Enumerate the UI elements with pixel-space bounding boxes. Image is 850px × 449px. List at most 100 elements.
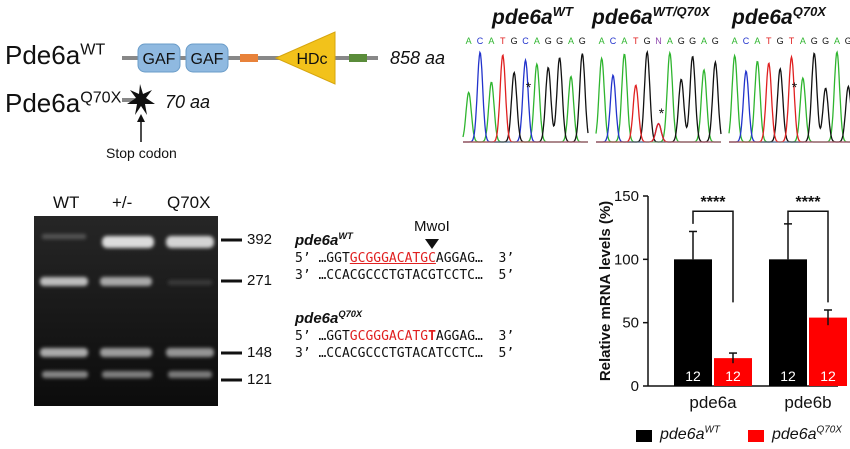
y-tick-label: 150 xyxy=(614,188,639,205)
seq-wt-top-suffix: AGGAG… 3’ xyxy=(435,251,515,266)
seq-title-wt-sup: WT xyxy=(338,231,353,241)
legend-label-wt-base: pde6a xyxy=(660,426,705,443)
base-call: G xyxy=(678,36,685,46)
chromat-title-mut-sup: Q70X xyxy=(792,4,826,19)
gel-band xyxy=(102,236,154,248)
wt-protein-label: Pde6aWT xyxy=(5,40,105,71)
seq-mut-base: T xyxy=(428,329,436,344)
lane-label-wt: WT xyxy=(53,193,80,212)
seq-title-mut-sup: Q70X xyxy=(338,309,363,319)
mutation-asterisk: * xyxy=(659,105,665,121)
seq-mut-top: 5’ …GGTGCGGGACATGTAGGAG… 3’ xyxy=(295,329,514,344)
mut-protein-label: Pde6aQ70X xyxy=(5,88,121,119)
mut-protein-sup: Q70X xyxy=(80,88,122,107)
mutation-asterisk: * xyxy=(526,79,532,95)
gaf-label-1: GAF xyxy=(143,51,176,68)
base-call: T xyxy=(789,36,795,46)
base-call: G xyxy=(845,36,850,46)
x-category-label: pde6b xyxy=(784,393,831,412)
gel-band xyxy=(102,371,152,378)
seq-wt-bottom: 3’ …CCACGCCCTGTACGTCCTC… 5’ xyxy=(295,268,515,283)
marker-label-148: 148 xyxy=(247,344,273,361)
seq-wt-site: GCGGGACATGC xyxy=(349,251,436,266)
base-call: A xyxy=(834,36,840,46)
legend-label-mut-base: pde6a xyxy=(772,426,817,443)
seq-mut-bottom: 3’ …CCACGCCCTGTACATCCTC… 5’ xyxy=(295,346,515,361)
lane-label-mut: Q70X xyxy=(167,193,211,212)
chromat-title-mut: pde6aQ70X xyxy=(732,4,826,30)
marker-label-392: 392 xyxy=(247,231,273,248)
chromat-title-het-base: pde6a xyxy=(592,6,653,29)
base-call: A xyxy=(732,36,738,46)
trace-A xyxy=(595,50,721,143)
legend-label-mut-sup: Q70X xyxy=(816,424,842,436)
legend-label-wt: pde6aWT xyxy=(660,424,720,444)
y-tick-label: 0 xyxy=(631,378,639,395)
base-call: A xyxy=(568,36,574,46)
base-call: C xyxy=(477,36,484,46)
y-axis-label: Relative mRNA levels (%) xyxy=(597,201,614,381)
mut-length: 70 aa xyxy=(165,92,211,112)
base-call: G xyxy=(777,36,784,46)
seq-mut-top-suffix: AGGAG… 3’ xyxy=(435,329,515,344)
orange-box xyxy=(240,54,258,62)
mutation-asterisk: * xyxy=(792,79,798,95)
legend-label-mut: pde6aQ70X xyxy=(772,424,842,444)
seq-wt-top: 5’ …GGTGCGGGACATGCAGGAG… 3’ xyxy=(295,251,514,266)
stop-burst-icon xyxy=(127,84,155,115)
mut-protein-name: Pde6a xyxy=(5,88,81,118)
gel-band xyxy=(168,371,212,378)
base-call: G xyxy=(545,36,552,46)
base-call: G xyxy=(579,36,586,46)
lane-label-het: +/- xyxy=(112,193,133,212)
gaf-domain-1 xyxy=(137,43,181,73)
chromat-title-het: pde6aWT/Q70X xyxy=(592,5,710,30)
marker-label-121: 121 xyxy=(247,371,273,388)
chromat-title-wt: pde6aWT xyxy=(492,4,573,30)
base-call: G xyxy=(822,36,829,46)
base-call: A xyxy=(466,36,472,46)
hdc-label: HDc xyxy=(296,51,327,68)
seq-title-wt-base: pde6a xyxy=(295,232,339,249)
bar-pde6b-0 xyxy=(769,259,807,386)
chromat-title-mut-base: pde6a xyxy=(732,6,793,29)
seq-wt-top-prefix: 5’ …GGT xyxy=(295,251,350,266)
n-label: 12 xyxy=(780,368,796,384)
base-call: T xyxy=(633,36,639,46)
gaf-label-2: GAF xyxy=(191,51,224,68)
legend-swatch-wt xyxy=(636,430,652,442)
chromatogram-panel-1: A C A T G N A G G A G* xyxy=(595,36,722,143)
seq-title-mut: pde6aQ70X xyxy=(295,309,363,327)
base-call: G xyxy=(511,36,518,46)
n-label: 12 xyxy=(685,368,701,384)
base-call: A xyxy=(800,36,806,46)
gel-band xyxy=(42,371,88,378)
stop-arrowhead-icon xyxy=(137,114,145,122)
base-call: G xyxy=(644,36,651,46)
chromat-title-wt-sup: WT xyxy=(552,4,573,19)
significance-bracket xyxy=(692,210,734,303)
legend-label-wt-sup: WT xyxy=(704,424,720,436)
base-call: G xyxy=(712,36,719,46)
chromat-title-wt-base: pde6a xyxy=(492,6,553,29)
gel-band xyxy=(166,236,214,248)
marker-label-271: 271 xyxy=(247,272,273,289)
base-call: A xyxy=(488,36,494,46)
base-call: A xyxy=(599,36,605,46)
trace-A xyxy=(728,50,850,143)
significance-stars: **** xyxy=(701,194,727,211)
significance-bracket xyxy=(787,210,829,303)
base-call: T xyxy=(500,36,506,46)
stop-codon-label: Stop codon xyxy=(106,145,177,161)
trace-G xyxy=(596,49,722,143)
gel-band xyxy=(42,234,86,239)
base-call: G xyxy=(556,36,563,46)
y-tick-label: 50 xyxy=(622,315,639,332)
base-call: A xyxy=(754,36,760,46)
base-call: A xyxy=(667,36,673,46)
hdc-domain xyxy=(274,31,336,85)
y-tick-label: 100 xyxy=(614,251,639,268)
legend-swatch-mut xyxy=(748,430,764,442)
base-call: G xyxy=(811,36,818,46)
